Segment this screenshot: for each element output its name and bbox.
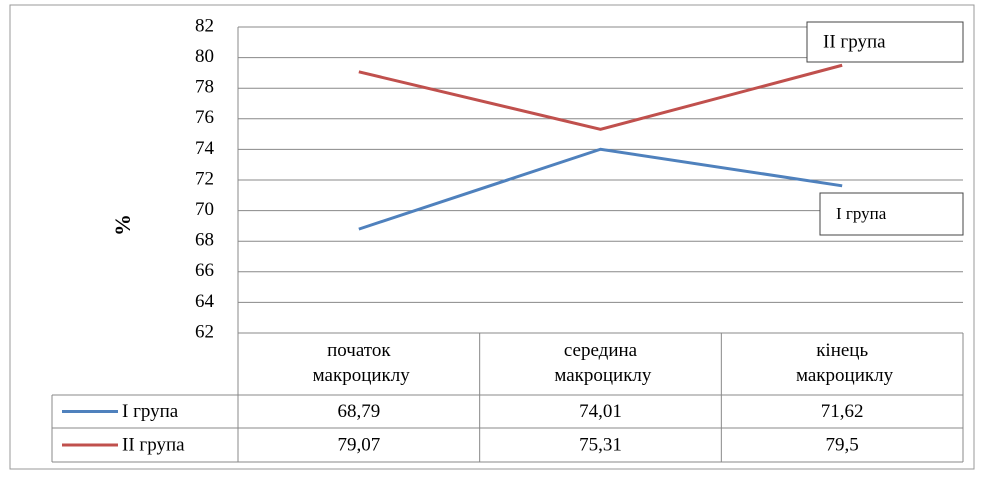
- y-tick-label: 76: [195, 107, 214, 128]
- y-tick-label: 72: [195, 168, 214, 189]
- y-axis-label: %: [110, 214, 135, 236]
- table-value: 74,01: [579, 401, 622, 422]
- y-tick-label: 82: [195, 15, 214, 36]
- annotation: I група: [836, 204, 887, 223]
- x-tick-label: середина макроциклу: [550, 340, 652, 386]
- y-tick-label: 62: [195, 321, 214, 342]
- table-value: 71,62: [821, 401, 864, 422]
- legend-label: II група: [122, 434, 185, 455]
- y-tick-label: 78: [195, 77, 214, 98]
- y-tick-label: 68: [195, 230, 214, 251]
- table-value: 75,31: [579, 434, 622, 455]
- y-tick-label: 74: [195, 138, 215, 159]
- y-tick-label: 80: [195, 46, 214, 67]
- chart-border: [9, 4, 975, 470]
- legend-label: I група: [122, 401, 179, 422]
- table-value: 68,79: [337, 401, 380, 422]
- annotation-box: [819, 192, 964, 236]
- annotation-box: [806, 21, 964, 63]
- y-tick-label: 64: [195, 291, 215, 312]
- table-value: 79,07: [337, 434, 380, 455]
- x-tick-label: початок макроциклу: [308, 340, 410, 386]
- series-line: [358, 147, 843, 231]
- y-tick-label: 70: [195, 199, 214, 220]
- series-line: [358, 63, 843, 131]
- annotation: II група: [823, 31, 886, 52]
- x-tick-label: кінець макроциклу: [791, 340, 893, 386]
- y-tick-label: 66: [195, 260, 214, 281]
- table-value: 79,5: [826, 434, 859, 455]
